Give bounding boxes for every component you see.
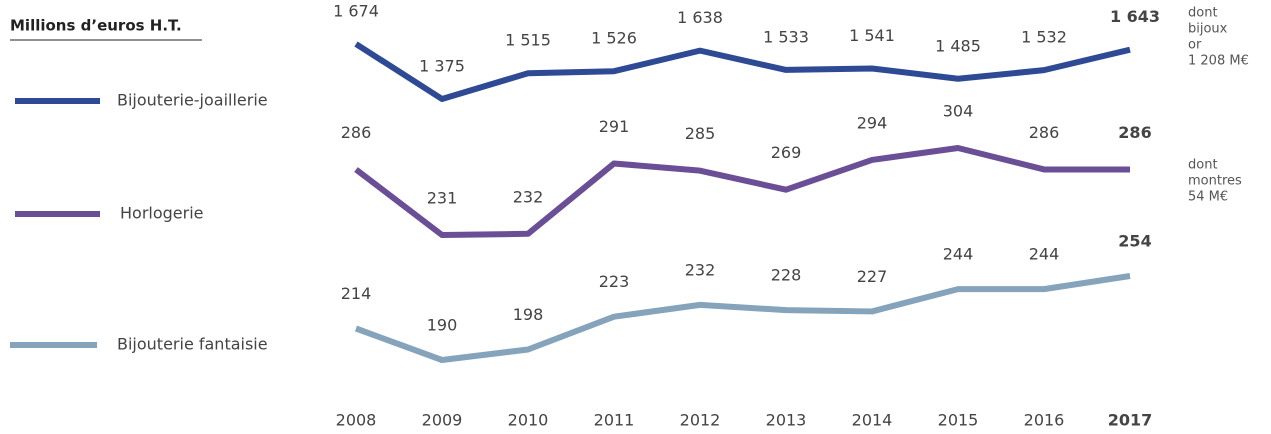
note: montres xyxy=(1188,174,1242,189)
value-label: 228 xyxy=(771,266,802,285)
chart-title: Millions d’euros H.T. xyxy=(10,17,182,35)
x-tick-label: 2012 xyxy=(680,411,721,430)
value-label: 1 485 xyxy=(935,36,981,55)
value-label: 1 638 xyxy=(677,8,723,27)
value-label: 1 643 xyxy=(1110,7,1160,26)
value-label: 232 xyxy=(513,187,544,206)
note: bijoux xyxy=(1188,22,1228,37)
note: or xyxy=(1188,38,1202,53)
x-tick-label: 2017 xyxy=(1108,411,1153,430)
value-label: 269 xyxy=(771,143,802,162)
value-label: 244 xyxy=(1029,245,1060,264)
value-label: 198 xyxy=(513,305,544,324)
series-line xyxy=(354,41,1131,102)
value-label: 286 xyxy=(341,123,372,142)
value-label: 304 xyxy=(943,102,974,121)
note: dont xyxy=(1188,6,1218,21)
x-tick-label: 2016 xyxy=(1024,411,1065,430)
x-tick-label: 2011 xyxy=(594,411,635,430)
value-label: 285 xyxy=(685,124,716,143)
x-tick-label: 2008 xyxy=(336,411,377,430)
note: 1 208 M€ xyxy=(1188,54,1249,69)
legend-label: Bijouterie-joaillerie xyxy=(117,91,268,110)
legend-label: Horlogerie xyxy=(120,204,204,223)
series-line xyxy=(354,273,1131,363)
value-label: 232 xyxy=(685,260,716,279)
value-label: 223 xyxy=(599,272,630,291)
value-label: 244 xyxy=(943,245,974,264)
value-label: 214 xyxy=(341,284,372,303)
x-tick-label: 2013 xyxy=(766,411,807,430)
value-label: 1 515 xyxy=(505,31,551,50)
value-label: 286 xyxy=(1029,123,1060,142)
value-label: 1 375 xyxy=(419,57,465,76)
note: 54 M€ xyxy=(1188,190,1228,205)
value-label: 1 526 xyxy=(591,29,637,48)
value-label: 254 xyxy=(1118,232,1151,251)
x-tick-label: 2015 xyxy=(938,411,979,430)
value-label: 1 674 xyxy=(333,2,379,21)
value-label: 190 xyxy=(427,316,458,335)
value-label: 231 xyxy=(427,189,458,208)
value-label: 294 xyxy=(857,113,888,132)
note: dont xyxy=(1188,158,1218,173)
value-label: 1 541 xyxy=(849,26,895,45)
x-tick-label: 2014 xyxy=(852,411,893,430)
x-tick-label: 2010 xyxy=(508,411,549,430)
value-label: 1 533 xyxy=(763,27,809,46)
value-label: 286 xyxy=(1118,123,1151,142)
value-label: 1 532 xyxy=(1021,28,1067,47)
value-label: 291 xyxy=(599,117,630,136)
series-line xyxy=(354,145,1130,238)
legend-label: Bijouterie fantaisie xyxy=(117,335,268,354)
value-label: 227 xyxy=(857,267,888,286)
x-tick-label: 2009 xyxy=(422,411,463,430)
